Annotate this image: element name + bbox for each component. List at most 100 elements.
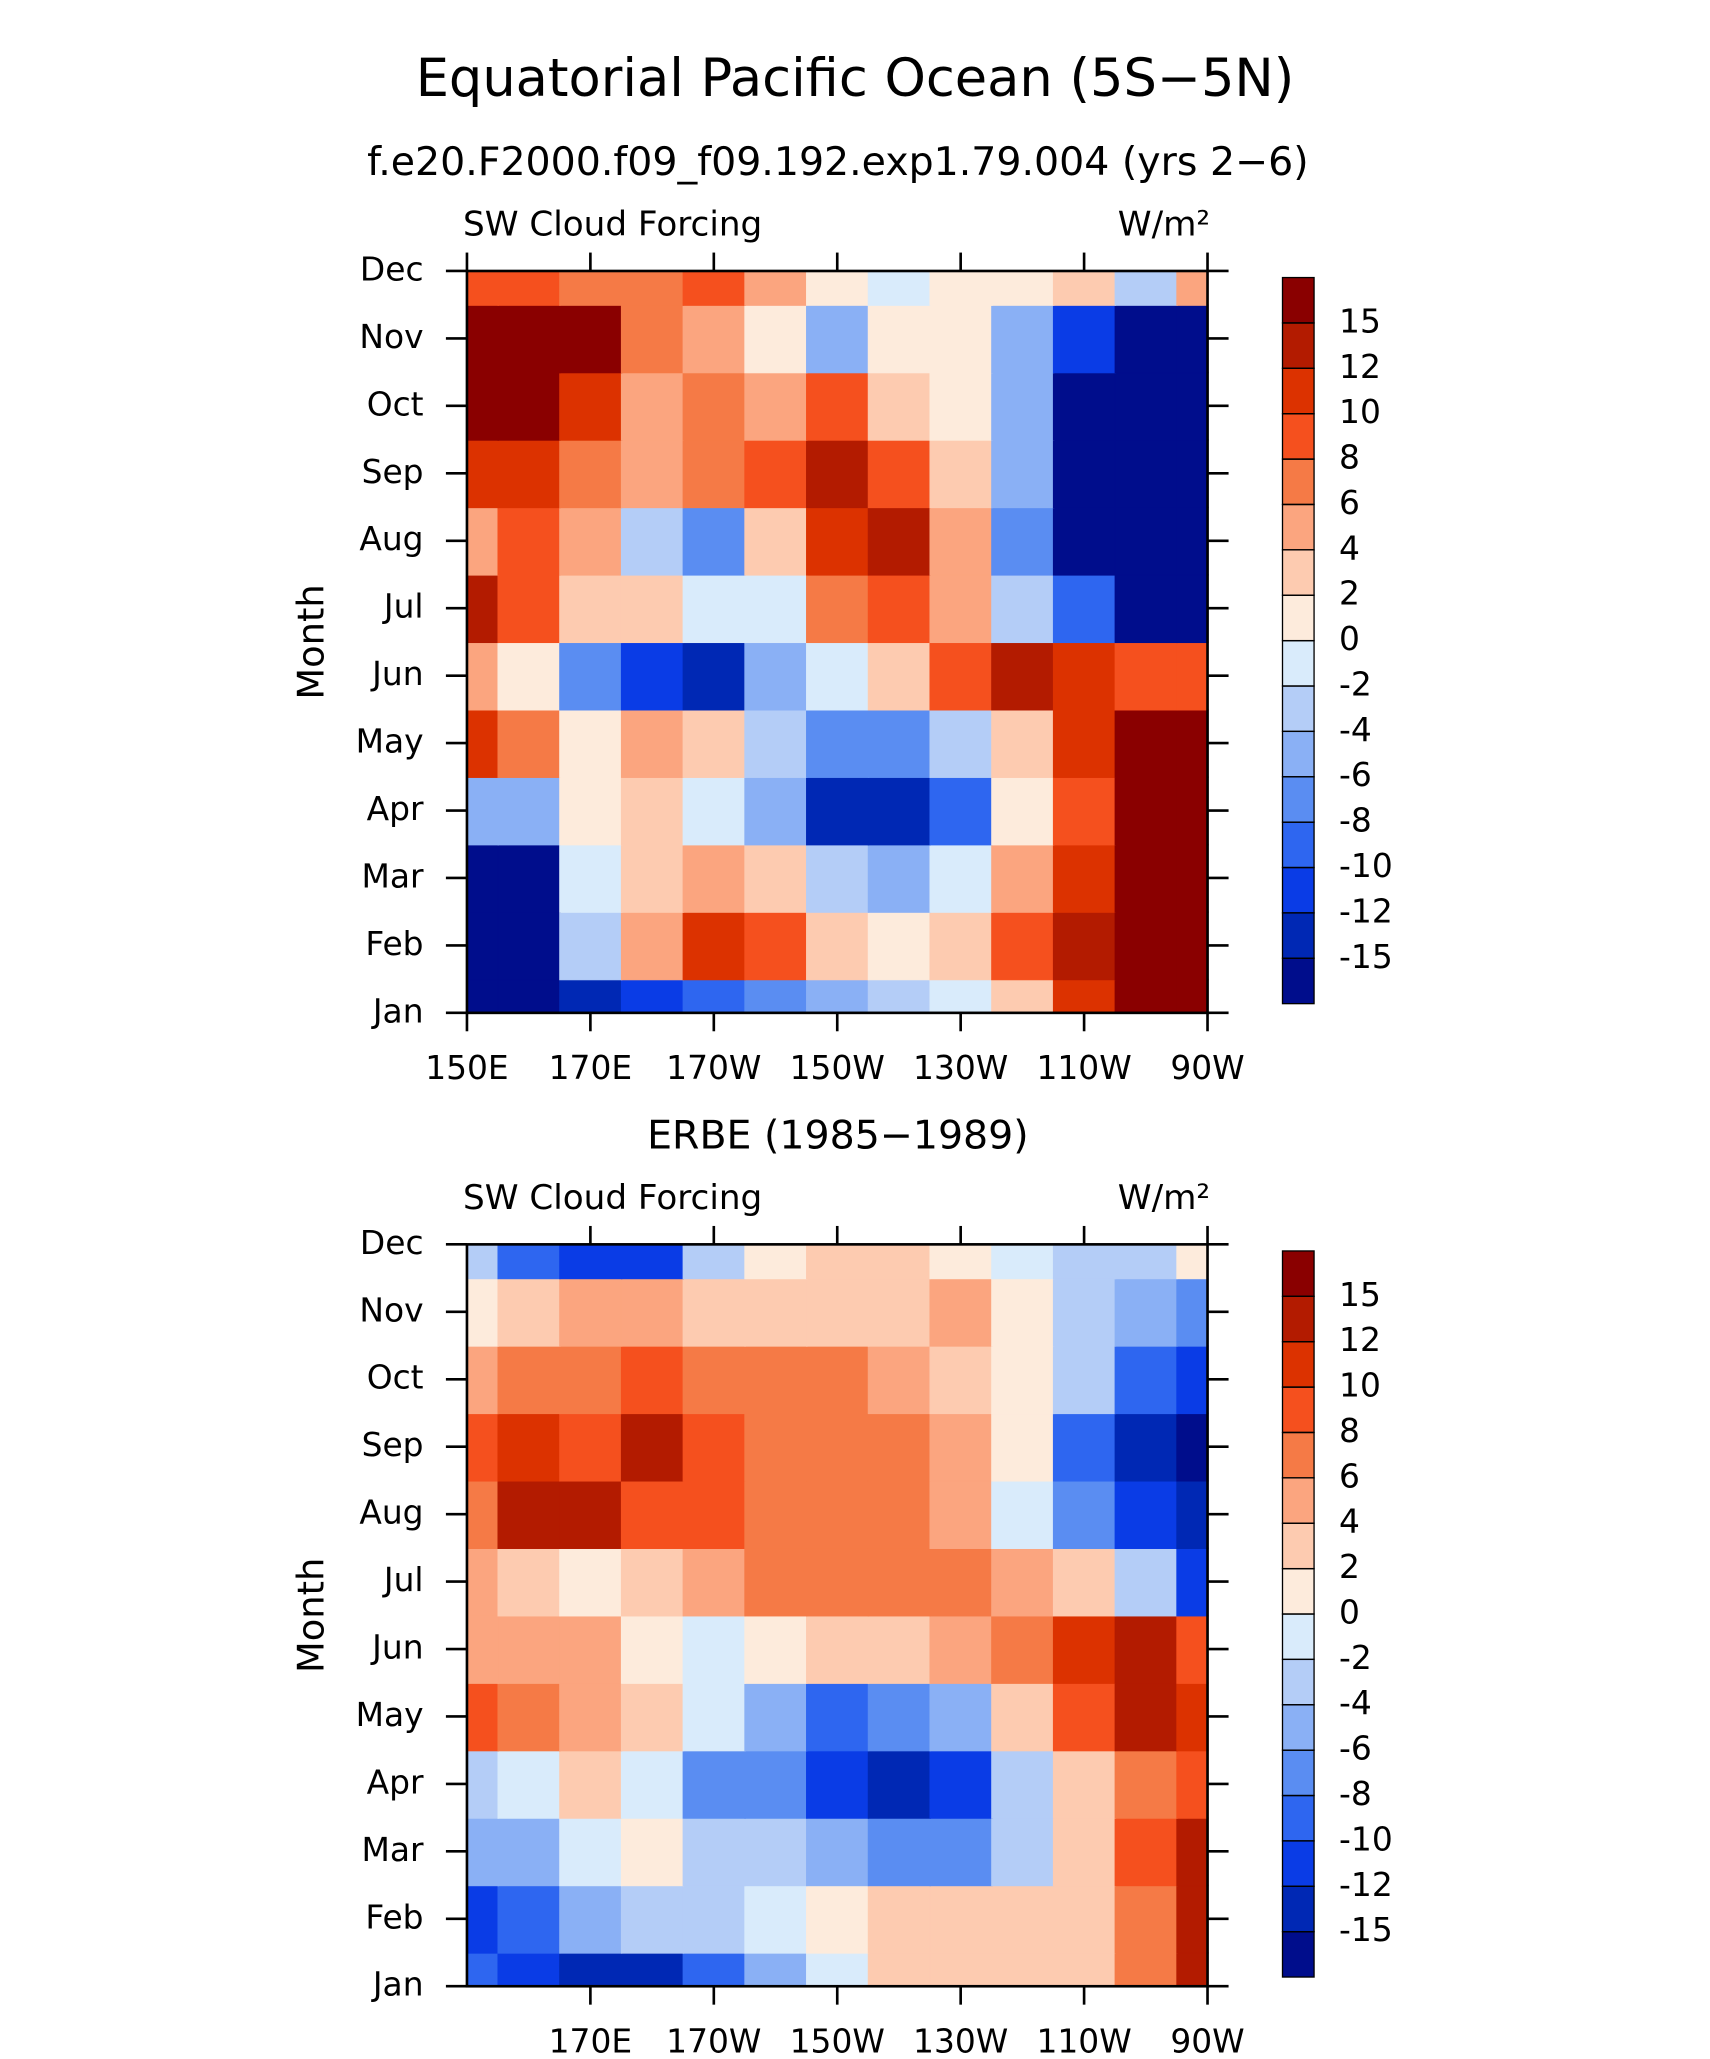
contour-cell: [466, 1345, 499, 1415]
contour-cell: [867, 1817, 931, 1887]
contour-cell: [1114, 1749, 1178, 1819]
contour-cell: [744, 776, 808, 846]
contour-cell: [929, 843, 993, 913]
contour-cell: [1052, 1614, 1117, 1684]
contour-cell: [620, 1345, 685, 1415]
contour-cell: [867, 1277, 931, 1347]
contour-cell: [1052, 843, 1117, 913]
contour-cell: [806, 1817, 870, 1887]
contour-cell: [1114, 1817, 1178, 1887]
contour-cell: [682, 1614, 746, 1684]
contour-cell: [620, 776, 685, 846]
contour-cell: [806, 641, 870, 711]
contour-cell: [744, 371, 808, 441]
colorbar-label: -4: [1339, 710, 1372, 749]
contour-cell: [466, 1952, 499, 1988]
contour-cell: [744, 911, 808, 981]
colorbar-box: [1281, 1295, 1315, 1343]
x-tick-label: 90W: [1170, 2021, 1244, 2059]
contour-cell: [1052, 506, 1117, 576]
contour-cell: [929, 304, 993, 374]
colorbar-box: [1281, 1522, 1315, 1570]
y-tick-label: Sep: [362, 1425, 424, 1464]
contour-cell: [806, 574, 870, 644]
contour-cell: [1114, 1480, 1178, 1549]
contour-cell: [559, 1952, 623, 1988]
y-tick-label: Jun: [370, 654, 423, 693]
contour-cell: [620, 1547, 685, 1617]
contour-cell: [466, 1244, 499, 1280]
colorbar-box: [1281, 413, 1315, 460]
contour-cell: [867, 1952, 931, 1988]
contour-cell: [497, 1884, 561, 1954]
contour-cell: [497, 1682, 561, 1752]
contour-cell: [620, 1952, 685, 1988]
contour-cell: [559, 270, 623, 306]
contour-cell: [620, 709, 685, 778]
contour-cell: [559, 709, 623, 778]
contour-cell: [1114, 439, 1178, 509]
contour-cell: [929, 1614, 993, 1684]
contour-cell: [620, 506, 685, 576]
contour-cell: [744, 1884, 808, 1954]
colorbar-label: 15: [1339, 301, 1381, 340]
colorbar-box: [1281, 912, 1315, 959]
colorbar-box: [1281, 639, 1315, 687]
contour-cell: [559, 1480, 623, 1549]
contour-cell: [559, 1817, 623, 1887]
x-tick-label: 90W: [1170, 1048, 1244, 1087]
contour-cell: [682, 1682, 746, 1752]
contour-cell: [1176, 270, 1209, 306]
contour-cell: [497, 1244, 561, 1280]
colorbar-box: [1281, 1431, 1315, 1479]
contour-cell: [991, 1817, 1055, 1887]
contour-cell: [1052, 641, 1117, 711]
contour-cell: [559, 641, 623, 711]
contour-cell: [1114, 1614, 1178, 1684]
contour-cell: [1114, 1682, 1178, 1752]
contour-cell: [991, 1277, 1055, 1347]
contour-cell: [867, 270, 931, 306]
contour-cell: [929, 1412, 993, 1482]
contour-cell: [466, 1480, 499, 1549]
contour-cell: [466, 574, 499, 644]
y-tick-label: Aug: [359, 519, 423, 558]
contour-cell: [620, 1749, 685, 1819]
contour-cell: [1176, 641, 1209, 711]
contour-cell: [929, 371, 993, 441]
contour-cell: [1052, 304, 1117, 374]
colorbar-label: 12: [1339, 1320, 1381, 1359]
contour-cell: [559, 304, 623, 374]
contour-cell: [682, 1244, 746, 1280]
contour-cell: [1114, 1412, 1178, 1482]
colorbar-label: -2: [1339, 664, 1372, 703]
contour-cell: [929, 1345, 993, 1415]
contour-cell: [867, 1682, 931, 1752]
contour-cell: [1176, 1480, 1209, 1549]
colorbar-label: -8: [1339, 801, 1372, 840]
colorbar-box: [1281, 503, 1315, 551]
contour-cell: [867, 1345, 931, 1415]
colorbar-box: [1281, 1749, 1315, 1797]
contour-cell: [620, 641, 685, 711]
contour-cell: [929, 1480, 993, 1549]
contour-cell: [806, 1682, 870, 1752]
contour-cell: [620, 371, 685, 441]
contour-cell: [559, 1547, 623, 1617]
y-tick-label: Nov: [359, 317, 423, 356]
colorbar-box: [1281, 1704, 1315, 1751]
contour-cell: [620, 270, 685, 306]
contour-cell: [1176, 439, 1209, 509]
contour-cell: [1052, 1244, 1117, 1280]
colorbar-label: 12: [1339, 347, 1381, 386]
contour-cell: [466, 641, 499, 711]
contour-cell: [1176, 776, 1209, 846]
contour-cell: [497, 1614, 561, 1684]
contour-cell: [806, 843, 870, 913]
y-tick-label: Nov: [359, 1290, 423, 1329]
colorbar-label: 6: [1339, 483, 1360, 522]
colorbar-box: [1281, 1658, 1315, 1706]
contour-cell: [929, 270, 993, 306]
contour-cell: [497, 371, 561, 441]
x-tick-label: 130W: [913, 2021, 1008, 2059]
